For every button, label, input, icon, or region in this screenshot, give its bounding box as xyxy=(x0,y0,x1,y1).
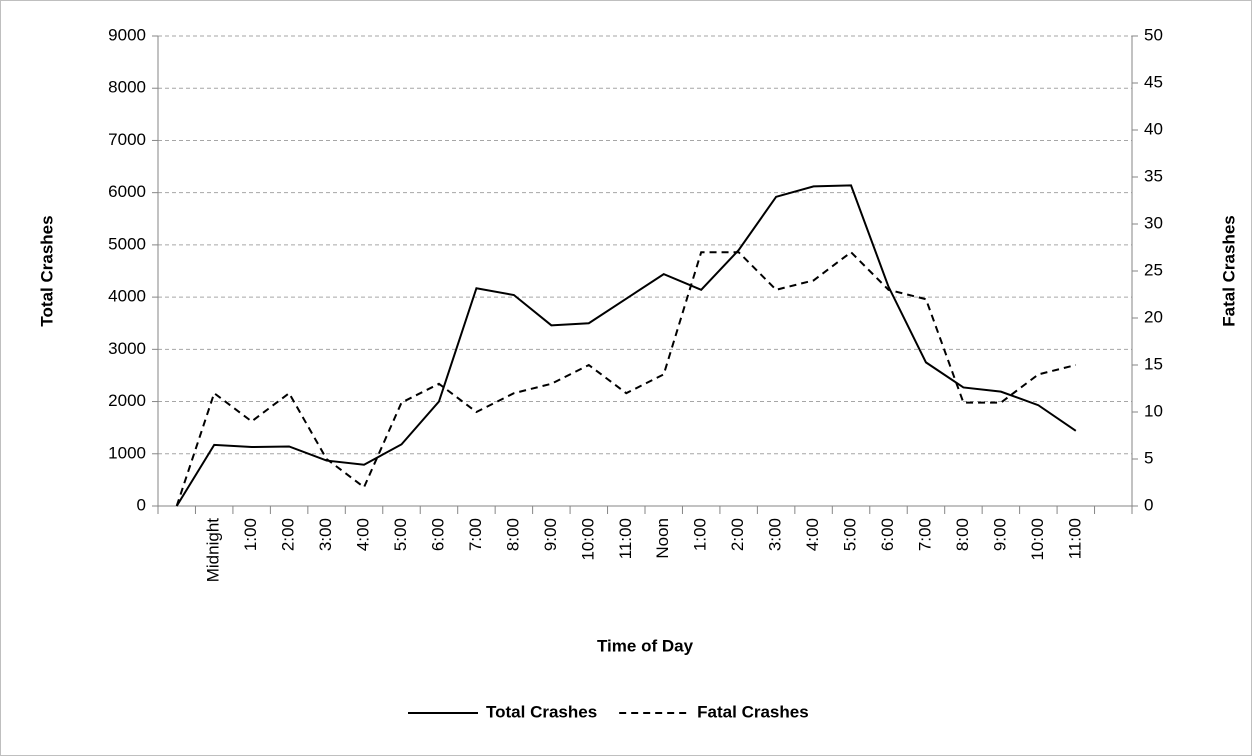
x-axis-label: Time of Day xyxy=(597,636,694,655)
legend-label: Total Crashes xyxy=(486,702,597,721)
x-tick-label: Noon xyxy=(653,518,672,559)
x-tick-label: 2:00 xyxy=(728,518,747,551)
x-tick-label: 2:00 xyxy=(279,518,298,551)
y2-tick-label: 0 xyxy=(1144,495,1153,514)
y2-tick-label: 25 xyxy=(1144,260,1163,279)
y2-tick-label: 35 xyxy=(1144,166,1163,185)
y2-tick-label: 10 xyxy=(1144,401,1163,420)
y-tick-label: 4000 xyxy=(108,287,146,306)
x-tick-label: 4:00 xyxy=(803,518,822,551)
y-tick-label: 9000 xyxy=(108,25,146,44)
y2-tick-label: 20 xyxy=(1144,307,1163,326)
x-tick-label: 8:00 xyxy=(953,518,972,551)
y2-tick-label: 40 xyxy=(1144,119,1163,138)
y2-tick-label: 15 xyxy=(1144,354,1163,373)
series-line xyxy=(175,250,1077,507)
series-line xyxy=(175,184,1077,507)
x-tick-label: 8:00 xyxy=(503,518,522,551)
y-tick-label: 1000 xyxy=(108,443,146,462)
x-tick-label: 3:00 xyxy=(316,518,335,551)
y-tick-label: 0 xyxy=(137,495,146,514)
x-tick-label: Midnight xyxy=(204,518,223,583)
x-tick-label: 1:00 xyxy=(241,518,260,551)
x-tick-label: 11:00 xyxy=(616,518,635,559)
legend-label: Fatal Crashes xyxy=(697,702,809,721)
y-tick-label: 7000 xyxy=(108,130,146,149)
x-tick-label: 9:00 xyxy=(541,518,560,551)
x-tick-label: 10:00 xyxy=(1028,518,1047,561)
x-tick-label: 11:00 xyxy=(1065,518,1084,559)
x-tick-label: 9:00 xyxy=(990,518,1009,551)
y-tick-label: 5000 xyxy=(108,234,146,253)
y-tick-label: 8000 xyxy=(108,78,146,97)
x-tick-label: 1:00 xyxy=(691,518,710,551)
x-tick-label: 4:00 xyxy=(354,518,373,551)
y2-tick-label: 5 xyxy=(1144,448,1153,467)
x-tick-label: 5:00 xyxy=(841,518,860,551)
y-tick-label: 3000 xyxy=(108,339,146,358)
x-tick-label: 7:00 xyxy=(466,518,485,551)
x-tick-label: 10:00 xyxy=(578,518,597,561)
x-tick-label: 6:00 xyxy=(878,518,897,551)
y2-tick-label: 50 xyxy=(1144,25,1163,44)
x-tick-label: 5:00 xyxy=(391,518,410,551)
y-tick-label: 2000 xyxy=(108,391,146,410)
y2-tick-label: 45 xyxy=(1144,72,1163,91)
y-tick-label: 6000 xyxy=(108,182,146,201)
x-tick-label: 6:00 xyxy=(428,518,447,551)
x-tick-label: 3:00 xyxy=(766,518,785,551)
y-axis-label: Total Crashes xyxy=(37,215,56,326)
y2-tick-label: 30 xyxy=(1144,213,1163,232)
x-tick-label: 7:00 xyxy=(915,518,934,551)
y2-axis-label: Fatal Crashes xyxy=(1219,215,1238,327)
